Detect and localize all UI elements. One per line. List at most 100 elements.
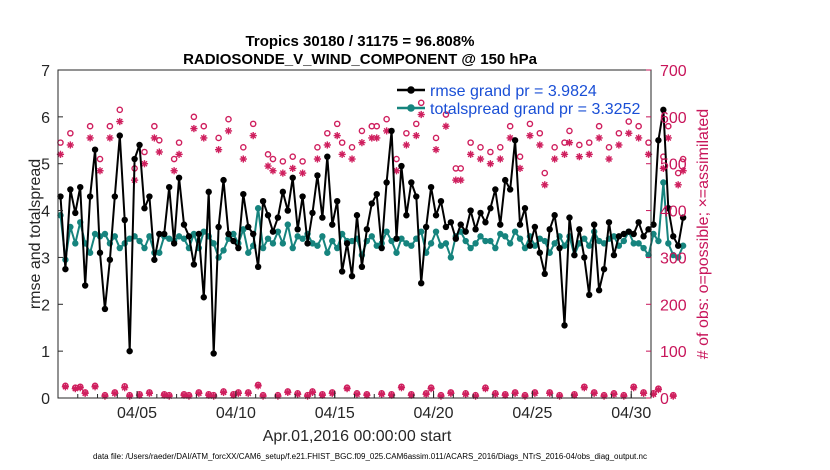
obs-assimilated-point [427, 385, 435, 393]
totalspread-point [240, 226, 247, 233]
obs-possible-point [679, 155, 687, 163]
rmse-point [403, 212, 410, 219]
rmse-point [111, 193, 119, 200]
totalspread-point [581, 235, 588, 242]
footer-data-file: data file: /Users/raeder/DAI/ATM_forcXX/… [93, 452, 647, 461]
totalspread-point [146, 233, 153, 240]
obs-assimilated-point [140, 160, 149, 168]
rmse-point [566, 214, 573, 221]
totalspread-point [437, 242, 445, 249]
obs-assimilated-point [373, 134, 381, 142]
rmse-point [665, 205, 672, 212]
rmse-point [408, 179, 415, 186]
totalspread-point [329, 237, 336, 245]
rmse-point [72, 209, 79, 217]
totalspread-point [551, 240, 558, 247]
obs-possible-point [116, 106, 124, 114]
obs-assimilated-point [323, 141, 331, 149]
rmse-point [674, 242, 682, 249]
legend: rmse grand pr = 3.9824 totalspread grand… [397, 83, 640, 118]
totalspread-point [111, 233, 119, 240]
rmse-point [324, 153, 331, 160]
rmse-point [615, 233, 623, 240]
obs-possible-point [141, 148, 148, 156]
obs-assimilated-point [447, 389, 455, 397]
totalspread-point [620, 237, 628, 245]
obs-assimilated-point [402, 141, 410, 149]
rmse-point [235, 244, 242, 252]
totalspread-point [467, 244, 474, 252]
obs-assimilated-point [476, 155, 485, 163]
totalspread-point [259, 244, 267, 252]
obs-possible-point [324, 129, 331, 137]
rmse-point [180, 221, 188, 228]
totalspread-point [190, 230, 198, 238]
x-tick-label: 04/25 [512, 405, 552, 422]
totalspread-point [348, 237, 356, 245]
obs-assimilated-point [185, 392, 193, 400]
rmse-point [506, 186, 514, 193]
totalspread-point [447, 254, 455, 261]
rmse-point [447, 219, 455, 226]
rmse-point [640, 233, 647, 240]
totalspread-point [264, 235, 272, 242]
obs-assimilated-point [343, 385, 351, 393]
rmse-point [304, 240, 311, 247]
obs-assimilated-point [56, 150, 65, 158]
totalspread-point [165, 235, 173, 242]
totalspread-point [655, 237, 662, 245]
obs-assimilated-point [205, 391, 213, 399]
obs-assimilated-point [595, 134, 603, 142]
rmse-point [170, 240, 178, 247]
obs-possible-point [279, 158, 287, 165]
rmse-point [595, 287, 603, 294]
obs-assimilated-point [111, 389, 119, 397]
obs-possible-point [106, 122, 114, 130]
obs-assimilated-point [116, 117, 124, 126]
right-y-tick-label: 400 [660, 204, 687, 221]
obs-possible-point [595, 122, 603, 130]
left-y-tick-label: 3 [41, 250, 50, 267]
rmse-point [86, 193, 94, 200]
obs-assimilated-point [679, 167, 687, 175]
rmse-point [62, 265, 69, 273]
totalspread-point [427, 240, 435, 247]
obs-assimilated-point [432, 146, 440, 154]
obs-assimilated-point [585, 150, 593, 158]
left-y-tick-label: 0 [41, 391, 50, 408]
obs-assimilated-point [635, 134, 643, 142]
obs-possible-point [175, 139, 183, 146]
obs-assimilated-point [76, 384, 84, 392]
x-tick-label: 04/15 [315, 405, 355, 422]
rmse-point [368, 200, 375, 207]
obs-assimilated-point [674, 181, 682, 189]
rmse-point [373, 190, 380, 198]
rmse-point [343, 240, 351, 247]
obs-assimilated-point [615, 141, 623, 149]
obs-assimilated-point [555, 392, 564, 400]
obs-assimilated-point [96, 167, 104, 175]
obs-assimilated-point [308, 388, 317, 396]
rmse-point [516, 221, 524, 228]
rmse-point [165, 183, 173, 191]
totalspread-point [393, 249, 400, 256]
totalspread-point [679, 242, 687, 249]
rmse-point [610, 251, 618, 259]
obs-possible-point [625, 118, 633, 125]
right-y-axis: 0 100 200 300 400 500 600 700 [646, 63, 687, 408]
obs-assimilated-point [625, 129, 633, 137]
totalspread-point [269, 240, 277, 247]
totalspread-point [487, 237, 494, 245]
rmse-point [418, 280, 425, 287]
obs-assimilated-point [160, 391, 168, 399]
obs-assimilated-point [106, 134, 114, 142]
obs-assimilated-point [560, 150, 569, 158]
totalspread-point [180, 235, 188, 242]
totalspread-point [674, 254, 682, 261]
totalspread-point [472, 240, 479, 247]
totalspread-point [635, 240, 642, 247]
rmse-point [477, 209, 484, 217]
obs-assimilated-point [303, 392, 312, 400]
rmse-point [249, 230, 257, 238]
obs-possible-point [477, 144, 484, 151]
